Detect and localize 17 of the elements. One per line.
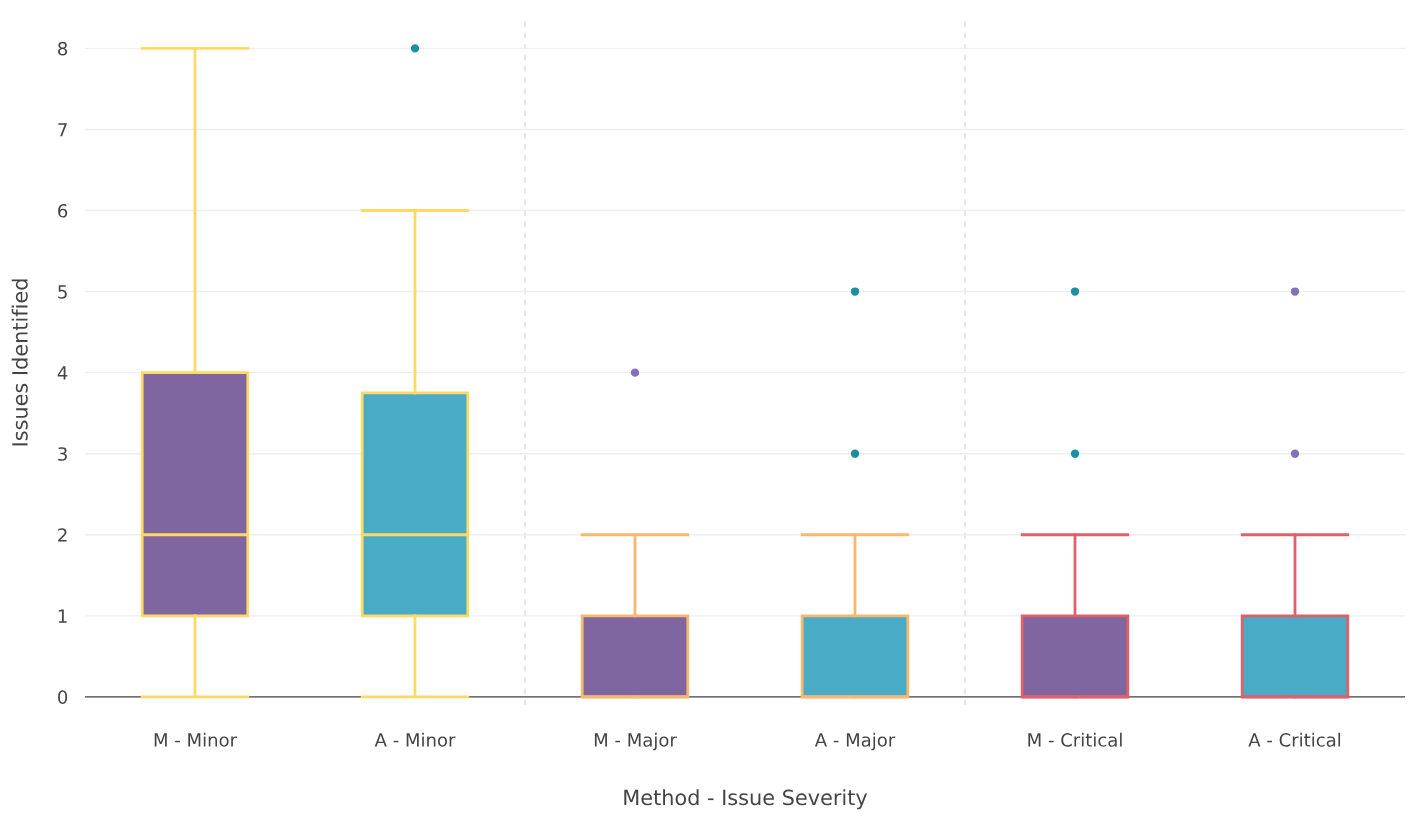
x-tick-label: M - Critical xyxy=(1028,732,1122,747)
y-tick-label: 1 xyxy=(58,609,67,623)
y-tick-label: 4 xyxy=(57,366,68,380)
y-tick-label: 8 xyxy=(58,41,68,56)
y-tick-label: 0 xyxy=(58,690,68,705)
x-tick-label: M - Minor xyxy=(154,732,238,747)
x-tick-label: A - Major xyxy=(814,732,896,751)
y-tick-label: 2 xyxy=(58,528,67,542)
x-tick-label: A - Critical xyxy=(1248,732,1341,747)
y-tick-label: 7 xyxy=(58,123,67,137)
y-axis-title: Issues Identified xyxy=(11,279,28,446)
x-axis-title: Method - Issue Severity xyxy=(624,789,868,810)
y-tick-label: 5 xyxy=(58,285,67,299)
x-tick-label: A - Minor xyxy=(374,732,456,747)
y-tick-label: 3 xyxy=(58,447,67,461)
x-tick-label: M - Major xyxy=(594,732,677,751)
y-tick-label: 6 xyxy=(58,203,68,218)
